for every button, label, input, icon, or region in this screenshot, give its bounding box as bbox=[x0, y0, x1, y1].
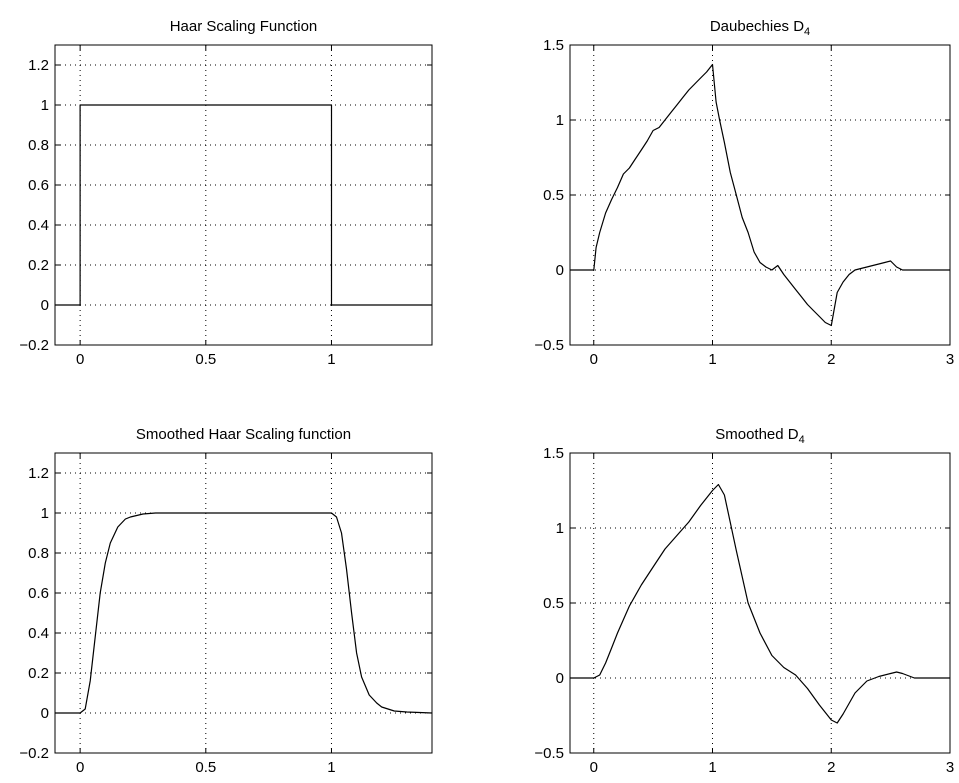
x-tick-label: 0 bbox=[76, 351, 84, 368]
plot-frame bbox=[54, 452, 433, 754]
x-tick-label: 1 bbox=[708, 759, 716, 776]
subplot-3: 0 0.5 1 −0.2 0 0.2 0.4 0.6 0.8 1 1.2 Smoothed Haar … bbox=[19, 426, 433, 776]
series-line bbox=[55, 512, 433, 714]
x-tick-label: 0.5 bbox=[195, 759, 216, 776]
y-tick-label: 0 bbox=[556, 670, 564, 687]
x-tick-label: 0 bbox=[76, 759, 84, 776]
y-tick-label: 1 bbox=[556, 520, 564, 537]
x-tick-label: 3 bbox=[946, 759, 954, 776]
y-tick-label: 0.2 bbox=[28, 257, 49, 274]
y-tick-label: 0.5 bbox=[543, 187, 564, 204]
y-tick-label: 0.5 bbox=[543, 595, 564, 612]
y-tick-label: 0.6 bbox=[28, 177, 49, 194]
y-tick-label: 0 bbox=[556, 262, 564, 279]
plot-title-subscript: 4 bbox=[799, 434, 805, 446]
y-tick-label: −0.2 bbox=[19, 337, 49, 354]
x-tick-label: 0 bbox=[590, 759, 598, 776]
y-tick-label: 0 bbox=[41, 297, 49, 314]
x-tick-label: 1 bbox=[327, 759, 335, 776]
y-tick-label: 1.5 bbox=[543, 37, 564, 54]
plot-title: Smoothed D4 bbox=[715, 426, 805, 446]
plot-title: Smoothed Haar Scaling function bbox=[136, 426, 351, 443]
y-tick-label: 1.2 bbox=[28, 465, 49, 482]
x-tick-label: 0 bbox=[590, 351, 598, 368]
plot-title-text: Smoothed Haar Scaling function bbox=[136, 426, 351, 443]
subplot-1: 0 0.5 1 −0.2 0 0.2 0.4 0.6 0.8 1 1.2 Haar Scaling F… bbox=[19, 18, 433, 368]
subplot-4: 0 1 2 3 −0.5 0 0.5 1 1.5 Smoothed D4 bbox=[534, 426, 954, 776]
plot-frame bbox=[54, 44, 433, 346]
x-tick-label: 0.5 bbox=[195, 351, 216, 368]
plot-title-text: Haar Scaling Function bbox=[170, 18, 318, 35]
y-tick-label: 1.5 bbox=[543, 445, 564, 462]
series-line bbox=[570, 483, 950, 724]
y-tick-label: 0.8 bbox=[28, 545, 49, 562]
y-tick-label: 1.2 bbox=[28, 57, 49, 74]
plot-title-text: Smoothed D bbox=[715, 426, 799, 443]
y-tick-label: −0.5 bbox=[534, 337, 564, 354]
series-line bbox=[570, 63, 950, 327]
series-line bbox=[55, 104, 432, 306]
x-tick-label: 2 bbox=[827, 351, 835, 368]
x-tick-label: 1 bbox=[327, 351, 335, 368]
y-tick-label: −0.5 bbox=[534, 745, 564, 762]
y-tick-label: 0.4 bbox=[28, 217, 49, 234]
plot-title-text: Daubechies D bbox=[710, 18, 804, 35]
y-tick-label: 1 bbox=[41, 97, 49, 114]
y-tick-label: 0.4 bbox=[28, 625, 49, 642]
y-tick-label: 1 bbox=[556, 112, 564, 129]
x-tick-label: 2 bbox=[827, 759, 835, 776]
x-tick-label: 1 bbox=[708, 351, 716, 368]
x-tick-label: 3 bbox=[946, 351, 954, 368]
y-tick-label: 0 bbox=[41, 705, 49, 722]
plot-title: Haar Scaling Function bbox=[170, 18, 318, 35]
y-tick-label: 1 bbox=[41, 505, 49, 522]
y-tick-label: 0.8 bbox=[28, 137, 49, 154]
plot-title-subscript: 4 bbox=[804, 26, 810, 38]
subplot-2: 0 1 2 3 −0.5 0 0.5 1 1.5 Daubechies D4 bbox=[534, 18, 954, 368]
y-tick-label: 0.2 bbox=[28, 665, 49, 682]
y-tick-label: −0.2 bbox=[19, 745, 49, 762]
y-tick-label: 0.6 bbox=[28, 585, 49, 602]
plot-title: Daubechies D4 bbox=[710, 18, 810, 38]
